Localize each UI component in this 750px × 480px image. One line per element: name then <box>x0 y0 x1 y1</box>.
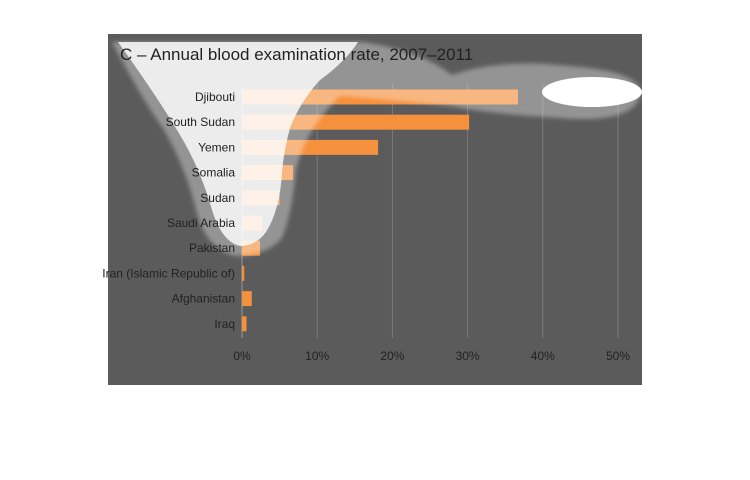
category-label: Djibouti <box>195 90 235 104</box>
category-label: Saudi Arabia <box>167 216 235 230</box>
category-label: Afghanistan <box>172 292 235 306</box>
x-tick-label: 40% <box>531 349 555 363</box>
highlight-shape <box>118 42 358 246</box>
highlight-overlays <box>112 42 642 256</box>
x-axis-labels: 0% 10% 20% 30% 40% 50% <box>233 349 630 363</box>
x-tick-label: 50% <box>606 349 630 363</box>
highlight-right-blob <box>542 77 642 107</box>
x-tick-label: 10% <box>305 349 329 363</box>
x-tick-label: 20% <box>380 349 404 363</box>
category-label: South Sudan <box>166 115 235 129</box>
category-label: Sudan <box>200 191 235 205</box>
y-axis-labels: Djibouti South Sudan Yemen Somalia Sudan Saud… <box>102 90 235 331</box>
chart-title: C – Annual blood examination rate, 2007–… <box>120 45 473 64</box>
category-label: Pakistan <box>189 241 235 255</box>
bar <box>242 316 247 332</box>
category-label: Iraq <box>214 317 235 331</box>
x-tick-label: 0% <box>233 349 251 363</box>
category-label: Yemen <box>198 140 235 154</box>
bar <box>242 291 252 307</box>
x-tick-label: 30% <box>456 349 480 363</box>
category-label: Iran (Islamic Republic of) <box>102 266 235 280</box>
bar <box>242 265 245 281</box>
category-label: Somalia <box>192 166 236 180</box>
